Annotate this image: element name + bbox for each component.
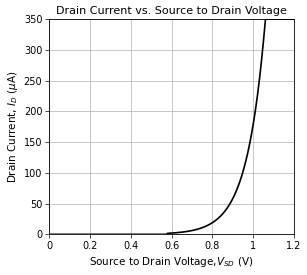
Title: Drain Current vs. Source to Drain Voltage: Drain Current vs. Source to Drain Voltag… [56,6,287,16]
Y-axis label: Drain Current, $I_D$ ($\mu$A): Drain Current, $I_D$ ($\mu$A) [6,70,20,183]
X-axis label: Source to Drain Voltage,$V_{SD}$ (V): Source to Drain Voltage,$V_{SD}$ (V) [89,255,254,270]
